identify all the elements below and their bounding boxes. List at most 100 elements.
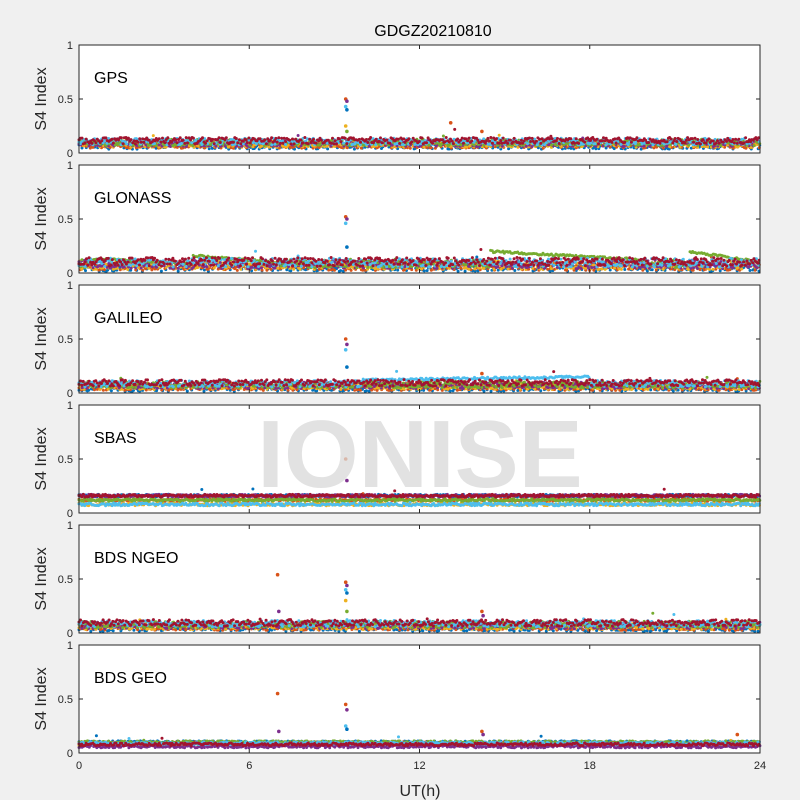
data-point: [339, 269, 343, 273]
data-point: [665, 140, 669, 144]
data-point: [577, 141, 581, 145]
data-point: [725, 139, 728, 143]
data-point: [623, 140, 627, 144]
data-point: [342, 141, 346, 145]
data-point: [282, 136, 286, 140]
data-point: [459, 143, 463, 147]
data-point: [639, 147, 643, 151]
data-point: [597, 267, 601, 271]
data-point: [181, 138, 185, 142]
data-point: [291, 137, 294, 141]
data-point: [91, 145, 95, 149]
data-point: [462, 141, 465, 145]
data-point: [507, 147, 511, 151]
data-point: [499, 139, 503, 142]
data-point: [201, 136, 204, 140]
data-point: [126, 136, 130, 140]
data-point: [512, 136, 516, 140]
data-point: [687, 143, 691, 147]
data-point: [157, 137, 161, 141]
data-point: [600, 267, 604, 271]
spike-point: [345, 99, 349, 103]
data-point: [239, 142, 243, 146]
data-point: [333, 139, 337, 143]
data-point: [501, 136, 505, 140]
data-point: [482, 143, 486, 147]
data-point: [237, 138, 241, 142]
data-point: [298, 267, 302, 271]
plot-area: [79, 165, 760, 273]
data-point: [292, 142, 296, 146]
data-point: [205, 265, 209, 269]
data-point: [168, 266, 172, 270]
data-point: [534, 139, 538, 143]
data-point: [129, 266, 133, 270]
data-point: [331, 136, 334, 140]
data-point: [203, 146, 207, 150]
data-point: [422, 145, 426, 149]
data-point: [121, 142, 125, 146]
data-point: [247, 136, 251, 140]
data-point: [317, 146, 321, 149]
spike-point: [448, 121, 453, 125]
data-point: [176, 269, 180, 273]
data-point: [80, 136, 84, 140]
data-point: [207, 147, 211, 151]
data-point: [218, 261, 222, 265]
data-point: [623, 268, 627, 271]
data-point: [451, 142, 455, 146]
data-point: [650, 268, 654, 272]
data-point: [524, 144, 528, 148]
data-point: [139, 140, 143, 144]
data-point: [684, 138, 688, 142]
data-point: [118, 268, 122, 272]
data-point: [196, 266, 200, 270]
data-point: [229, 138, 233, 141]
data-point: [488, 139, 491, 143]
data-point: [429, 146, 433, 150]
data-point: [276, 266, 280, 270]
data-point: [573, 141, 577, 145]
data-point: [91, 266, 95, 270]
data-point: [407, 137, 411, 141]
data-point: [138, 137, 142, 141]
data-point: [161, 136, 164, 140]
data-point: [396, 268, 400, 272]
data-point: [125, 142, 129, 146]
data-point: [408, 146, 412, 150]
data-point: [258, 137, 262, 141]
data-point: [420, 136, 424, 140]
data-point: [274, 136, 278, 140]
data-point: [319, 138, 323, 142]
data-point: [447, 140, 451, 144]
data-point: [277, 146, 281, 150]
data-point: [380, 141, 384, 145]
data-point: [675, 140, 679, 143]
data-point: [460, 136, 464, 140]
data-point: [701, 138, 705, 142]
data-point: [658, 141, 662, 145]
data-point: [388, 141, 392, 145]
data-point: [593, 142, 597, 146]
data-point: [669, 137, 673, 141]
data-point: [151, 134, 155, 138]
data-point: [268, 265, 272, 269]
panel-label: GPS: [94, 70, 128, 87]
spike-point: [345, 108, 349, 112]
data-point: [622, 144, 626, 148]
data-point: [250, 265, 254, 269]
data-point: [345, 146, 349, 150]
data-point: [696, 138, 700, 141]
data-point: [200, 143, 204, 146]
data-point: [308, 137, 312, 141]
data-point: [473, 267, 477, 271]
data-point: [557, 142, 561, 145]
data-point: [689, 146, 693, 150]
y-tick-label: 0.5: [58, 94, 73, 106]
data-point: [184, 136, 188, 140]
data-point: [136, 140, 140, 144]
data-point: [467, 267, 471, 271]
